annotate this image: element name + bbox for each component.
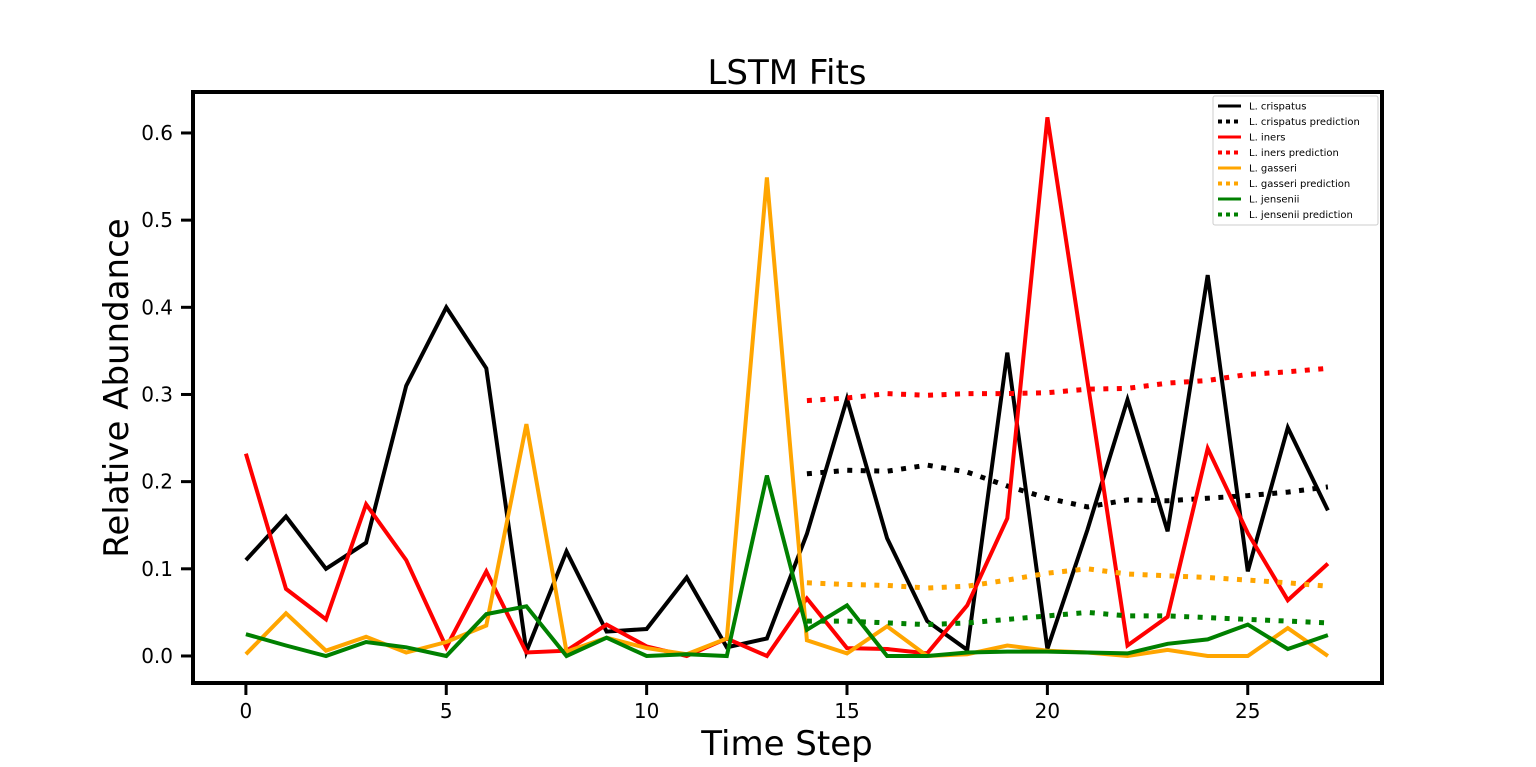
legend-label: L. gasseri bbox=[1249, 164, 1297, 175]
series-line-2 bbox=[243, 116, 1330, 659]
series-line-0 bbox=[244, 274, 1330, 660]
x-tick-label: 20 bbox=[1035, 699, 1060, 723]
ticks-layer: 0 5 10 15 20 25 0.0 0.1 0.2 0.3 0.4 0.5 0.6 bbox=[141, 121, 1260, 723]
series-line-5 bbox=[806, 566, 1329, 591]
y-tick-label: 0.3 bbox=[141, 382, 173, 406]
y-tick-label: 0.4 bbox=[141, 295, 173, 319]
series-line-4 bbox=[244, 177, 1330, 659]
legend-label: L. jensenii bbox=[1249, 195, 1299, 206]
legend-box bbox=[1212, 95, 1379, 226]
x-tick-label: 15 bbox=[834, 699, 859, 723]
legend-label: L. iners bbox=[1249, 133, 1286, 144]
x-axis-label: Time Step bbox=[700, 724, 872, 764]
x-tick-label: 25 bbox=[1235, 699, 1260, 723]
y-tick-label: 0.2 bbox=[141, 470, 173, 494]
series-line-6 bbox=[245, 474, 1329, 659]
legend: L. crispatus L. crispatus prediction L. in… bbox=[1212, 95, 1379, 226]
y-tick-label: 0.0 bbox=[141, 644, 173, 668]
series-line-1 bbox=[806, 462, 1329, 510]
x-tick-label: 5 bbox=[440, 699, 453, 723]
legend-label: L. iners prediction bbox=[1249, 148, 1339, 159]
series-line-7 bbox=[806, 609, 1329, 628]
chart-title: LSTM Fits bbox=[707, 53, 866, 93]
legend-label: L. gasseri prediction bbox=[1249, 179, 1350, 190]
x-tick-label: 10 bbox=[634, 699, 659, 723]
series-line-3 bbox=[806, 365, 1329, 404]
y-tick-label: 0.1 bbox=[141, 557, 173, 581]
x-tick-label: 0 bbox=[240, 699, 253, 723]
y-axis-label: Relative Abundance bbox=[97, 218, 137, 557]
legend-label: L. crispatus prediction bbox=[1249, 117, 1360, 128]
y-tick-label: 0.5 bbox=[141, 208, 173, 232]
y-tick-label: 0.6 bbox=[141, 121, 173, 145]
series-layer bbox=[243, 116, 1330, 660]
plot-frame bbox=[191, 90, 1384, 685]
legend-label: L. jensenii prediction bbox=[1249, 210, 1353, 221]
legend-label: L. crispatus bbox=[1249, 102, 1306, 113]
